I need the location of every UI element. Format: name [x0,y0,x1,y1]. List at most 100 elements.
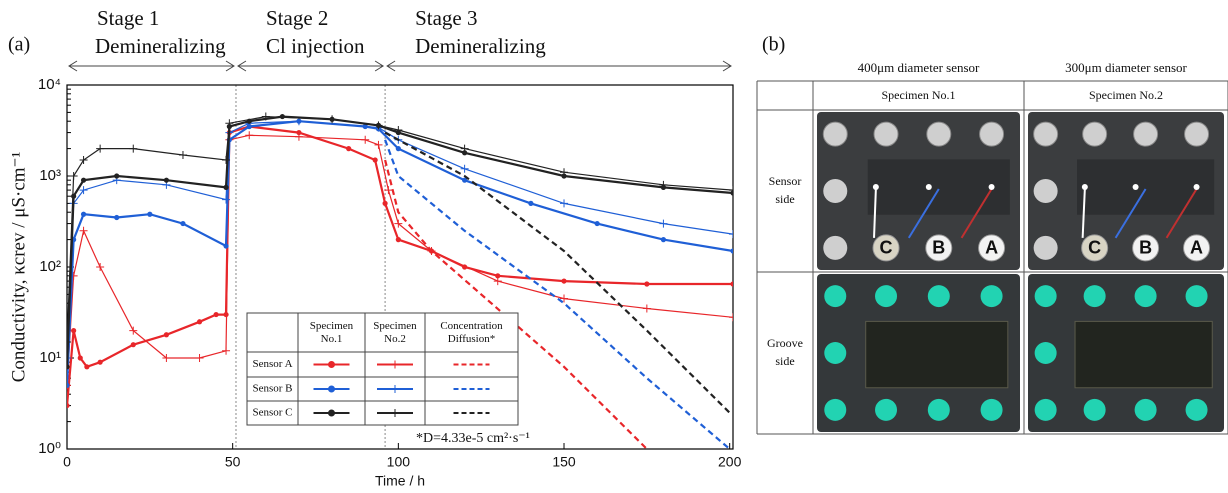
stage-label: Stage 2 [266,6,328,30]
row-label: Sensor [769,174,802,188]
marker [213,311,219,318]
port [980,398,1003,421]
legend-column: Specimen No.1 [310,320,354,345]
marker [67,402,70,409]
port [927,398,950,421]
marker [659,180,668,189]
port [823,179,848,203]
y-axis-label: Conductivity, κcrev / μS·cm⁻¹ [8,151,29,382]
marker [84,364,90,370]
marker [328,361,335,368]
marker [80,211,87,217]
marker [67,381,71,390]
port [873,121,899,147]
legend-row: Sensor B [252,383,292,395]
marker [528,200,534,206]
marker [163,332,170,338]
specimen-label: Specimen No.1 [882,88,956,102]
wire [1114,188,1147,239]
stage-label: Demineralizing [95,34,226,58]
marker [460,164,469,173]
annotation: *D=4.33e-5 cm²·s⁻¹ [416,431,530,446]
groove [1074,320,1213,389]
series-line [67,120,733,386]
stage-label: Cl injection [266,34,365,58]
sensor-label: C [1088,238,1101,258]
photo-sheen [867,159,1010,215]
y-tick-label: 10² [39,258,61,275]
marker [67,354,71,362]
series-line [67,134,733,386]
diffusion-line [384,131,731,414]
sensor-dot [925,184,932,190]
marker [67,337,71,346]
port [824,398,847,421]
marker [460,144,469,153]
arrow-head [386,60,732,72]
marker [79,186,88,195]
marker [394,126,403,135]
diffusion-line [384,159,648,449]
sensor-dot [988,184,995,190]
marker [328,385,335,393]
sensor-dot [1081,184,1088,190]
sensor-label: B [1139,238,1152,258]
marker [328,115,337,124]
marker [561,278,567,284]
marker [462,177,468,183]
y-tick-label: 10⁰ [38,440,61,457]
marker [222,155,231,164]
sensor-label: B [932,238,945,258]
marker [69,172,78,180]
marker [114,173,120,179]
port [822,121,848,147]
marker [594,220,600,227]
wire [907,188,940,239]
marker [195,354,204,362]
marker [129,144,138,153]
row-label: side [775,192,794,206]
photo-sheen [1077,159,1215,215]
port [1034,398,1057,421]
marker [261,112,270,121]
port [823,235,848,260]
marker [279,113,285,120]
marker [659,219,668,228]
port [978,234,1006,262]
marker [130,342,136,348]
x-tick-label: 0 [63,454,71,470]
marker [147,211,153,217]
marker [394,219,403,228]
marker [730,281,733,287]
marker [382,200,388,206]
marker [495,273,501,279]
port [1185,398,1208,421]
marker [162,354,171,362]
port [1081,234,1109,262]
marker [223,184,229,190]
port [1083,398,1106,421]
port [1134,285,1157,308]
marker [96,144,105,153]
groove [865,320,1009,389]
stage-label: Demineralizing [415,34,546,58]
marker [395,237,401,243]
marker [642,304,651,313]
sensor-size: 400μm diameter sensor [858,60,980,75]
marker [361,135,370,144]
marker [391,360,399,369]
marker [296,129,302,136]
port [980,285,1003,308]
wire [1165,188,1198,239]
marker [560,168,569,177]
wire [960,188,993,239]
panel-label: (b) [762,34,785,56]
sensor-dot [1132,184,1139,190]
panel-label: (a) [8,34,30,56]
legend-box [246,312,519,426]
marker [462,150,468,156]
marker [560,294,569,303]
marker [729,313,733,322]
